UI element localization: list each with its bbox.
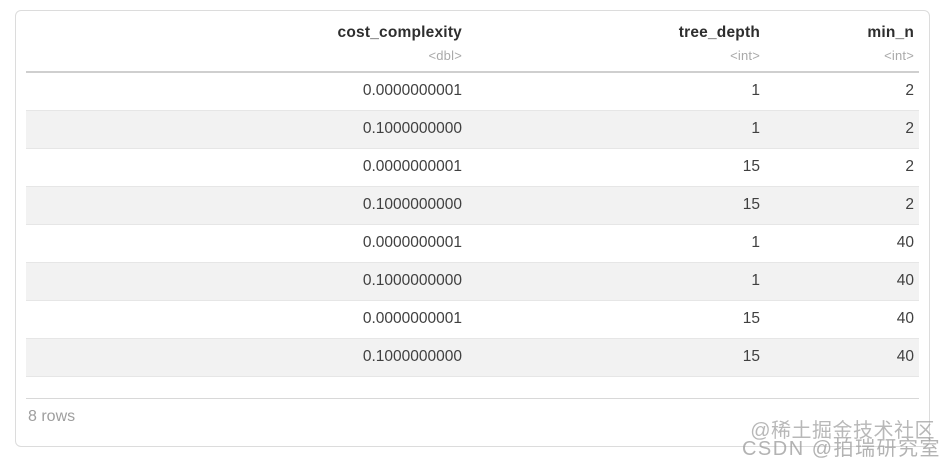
cell-cost-complexity: 0.1000000000 [26,338,467,377]
column-type: <int> [884,48,914,63]
column-type: <int> [730,48,760,63]
cell-min-n: 40 [765,300,919,339]
cell-min-n: 2 [765,72,919,111]
table-row: 0.1000000000 1 40 [26,262,919,301]
table-row: 0.0000000001 15 40 [26,300,919,339]
table-header: cost_complexity <dbl> tree_depth <int> m… [26,11,919,73]
column-name: min_n [867,24,914,41]
table-row: 0.0000000001 1 2 [26,72,919,111]
column-header-tree-depth: tree_depth <int> [467,11,765,73]
cell-cost-complexity: 0.0000000001 [26,224,467,263]
column-header-cost-complexity: cost_complexity <dbl> [26,11,467,73]
data-table: cost_complexity <dbl> tree_depth <int> m… [26,11,919,377]
cell-min-n: 2 [765,110,919,149]
table-body: 0.0000000001 1 2 0.1000000000 1 2 0.0000000001… [26,72,919,377]
column-header-min-n: min_n <int> [765,11,919,73]
cell-tree-depth: 15 [467,186,765,225]
cell-tree-depth: 1 [467,262,765,301]
table-gap [26,377,919,398]
cell-tree-depth: 1 [467,72,765,111]
table-row: 0.1000000000 15 40 [26,338,919,377]
row-count-footer: 8 rows [26,397,919,426]
cell-min-n: 2 [765,186,919,225]
cell-cost-complexity: 0.0000000001 [26,72,467,111]
cell-cost-complexity: 0.1000000000 [26,262,467,301]
cell-cost-complexity: 0.1000000000 [26,110,467,149]
column-name: tree_depth [678,24,760,41]
table-row: 0.0000000001 15 2 [26,148,919,187]
cell-min-n: 2 [765,148,919,187]
cell-min-n: 40 [765,262,919,301]
column-name: cost_complexity [337,24,462,41]
cell-min-n: 40 [765,338,919,377]
table-row: 0.0000000001 1 40 [26,224,919,263]
cell-tree-depth: 1 [467,110,765,149]
paged-table-card: cost_complexity <dbl> tree_depth <int> m… [15,10,930,447]
cell-tree-depth: 1 [467,224,765,263]
cell-cost-complexity: 0.0000000001 [26,300,467,339]
cell-tree-depth: 15 [467,300,765,339]
column-type: <dbl> [428,48,462,63]
table-row: 0.1000000000 15 2 [26,186,919,225]
cell-tree-depth: 15 [467,338,765,377]
cell-cost-complexity: 0.1000000000 [26,186,467,225]
table-row: 0.1000000000 1 2 [26,110,919,149]
cell-tree-depth: 15 [467,148,765,187]
cell-min-n: 40 [765,224,919,263]
header-row: cost_complexity <dbl> tree_depth <int> m… [26,11,919,73]
cell-cost-complexity: 0.0000000001 [26,148,467,187]
